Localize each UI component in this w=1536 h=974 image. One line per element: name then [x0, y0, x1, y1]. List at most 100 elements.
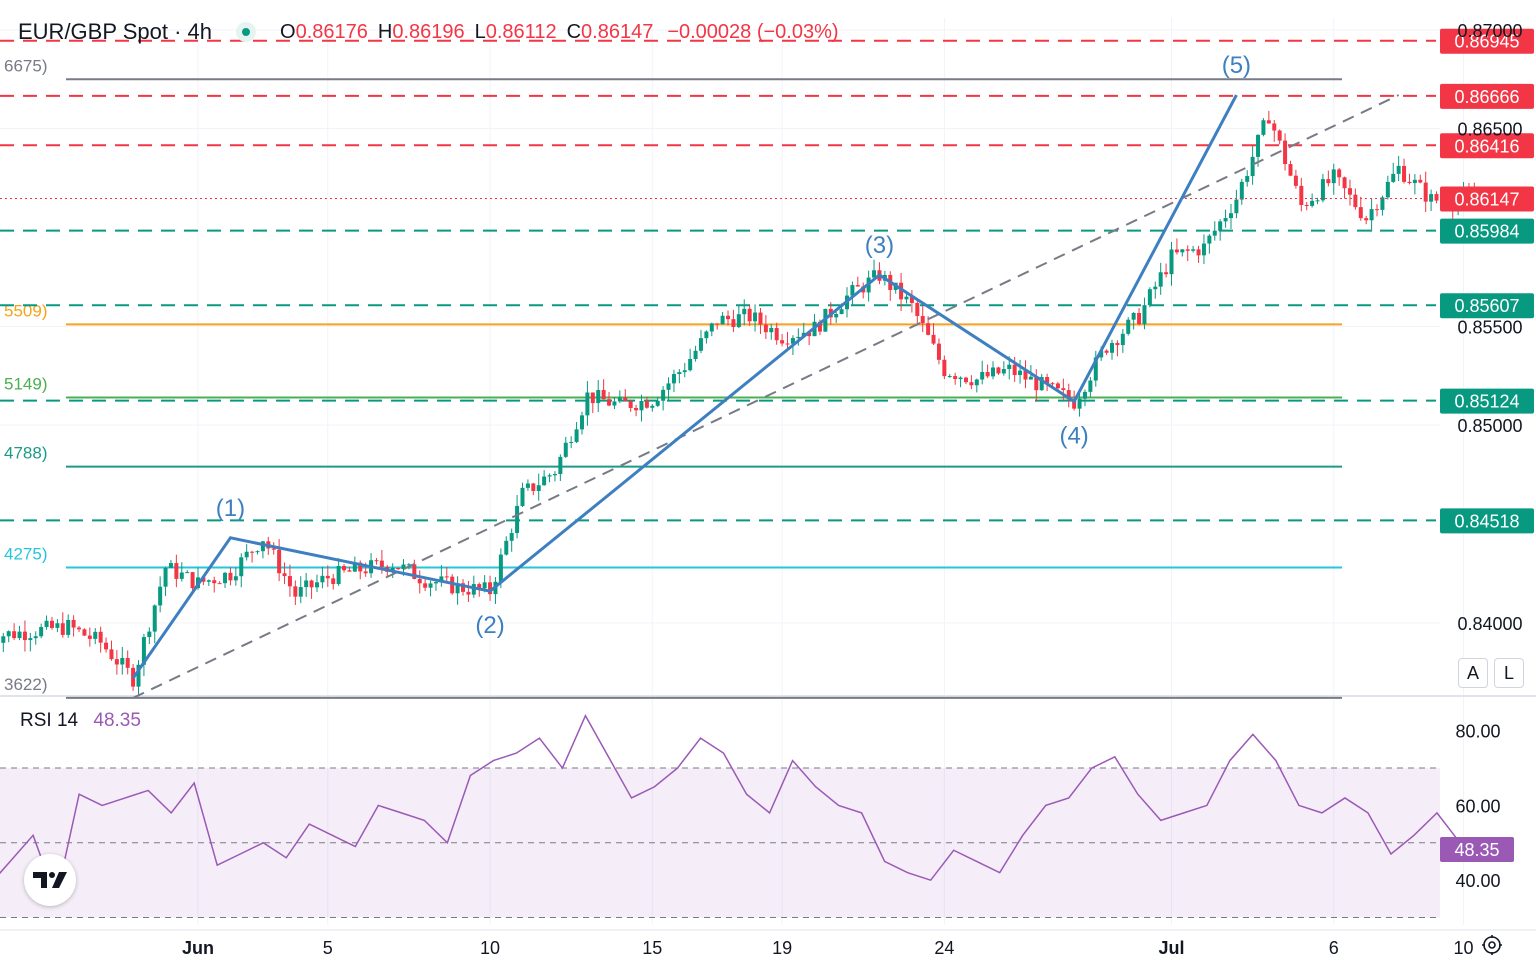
- candle-body: [466, 591, 471, 595]
- candle-body: [709, 323, 714, 332]
- candle-body: [1158, 272, 1163, 287]
- candle-body: [688, 358, 693, 371]
- candle-body: [774, 328, 779, 341]
- candle-body: [655, 400, 660, 406]
- candle-body: [1256, 134, 1261, 157]
- candle-body: [401, 564, 406, 570]
- candle-body: [531, 483, 536, 491]
- candle-body: [953, 376, 958, 380]
- change-value: −0.00028 (−0.03%): [667, 20, 839, 43]
- candle-body: [406, 564, 411, 566]
- candle-body: [147, 631, 152, 638]
- candle-body: [17, 631, 22, 639]
- price-tag-label: 0.86416: [1454, 136, 1519, 156]
- symbol-title[interactable]: EUR/GBP Spot · 4h: [18, 19, 213, 44]
- candle-body: [239, 557, 244, 577]
- candle-body: [342, 566, 347, 571]
- current-price-tag: [1440, 186, 1534, 212]
- time-axis-label: 10: [1454, 938, 1474, 958]
- candle-body: [931, 334, 936, 344]
- log-scale-button[interactable]: L: [1494, 658, 1524, 688]
- candle-body: [617, 397, 622, 402]
- candle-body: [120, 657, 125, 665]
- candle-body: [958, 377, 963, 380]
- candle-body: [250, 551, 255, 553]
- candle-body: [33, 636, 38, 639]
- candle-body: [769, 328, 774, 333]
- low-value: 0.86112: [485, 20, 557, 43]
- candle-body: [985, 372, 990, 377]
- candle-body: [141, 637, 146, 665]
- auto-scale-button[interactable]: A: [1458, 658, 1488, 688]
- rsi-line: [0, 714, 1484, 902]
- rsi-label[interactable]: RSI 14: [20, 710, 79, 731]
- candle-body: [563, 442, 568, 457]
- candle-body: [1088, 380, 1093, 392]
- candle-body: [596, 390, 601, 404]
- candle-body: [260, 541, 265, 552]
- wave-label: (2): [475, 612, 504, 639]
- candle-body: [1375, 209, 1380, 211]
- candle-body: [190, 572, 195, 589]
- candle-body: [1283, 140, 1288, 165]
- candle-body: [77, 627, 82, 630]
- candle-body: [461, 583, 466, 592]
- candle-body: [125, 657, 130, 668]
- candle-body: [704, 331, 709, 339]
- candle-body: [996, 367, 1001, 374]
- candle-body: [1250, 156, 1255, 177]
- candle-body: [206, 580, 211, 582]
- candle-body: [223, 572, 228, 584]
- candle-body: [1369, 209, 1374, 221]
- candle-body: [347, 570, 352, 572]
- candle-body: [1293, 175, 1298, 186]
- candle-body: [309, 580, 314, 588]
- candle-body: [1391, 173, 1396, 182]
- candle-body: [536, 485, 541, 491]
- candle-body: [1115, 342, 1120, 346]
- candle-body: [542, 476, 547, 486]
- time-axis-label: 19: [772, 938, 792, 958]
- candle-body: [287, 576, 292, 587]
- candle-body: [39, 627, 44, 637]
- candle-body: [201, 577, 206, 582]
- candle-body: [417, 578, 422, 584]
- candle-body: [736, 314, 741, 328]
- candle-body: [909, 296, 914, 303]
- price-tag: [1440, 133, 1534, 159]
- settings-gear-icon[interactable]: [1481, 934, 1503, 956]
- candle-body: [817, 321, 822, 332]
- candle-body: [1185, 249, 1190, 251]
- candle-body: [1337, 169, 1342, 178]
- candle-body: [742, 308, 747, 315]
- candle-body: [104, 642, 109, 650]
- candle-body: [899, 282, 904, 300]
- elliott-wave-path: [131, 94, 1238, 680]
- candle-body: [271, 548, 276, 550]
- candle-body: [644, 400, 649, 408]
- candle-body: [969, 382, 974, 386]
- price-tag: [1440, 218, 1534, 244]
- candle-body: [612, 401, 617, 406]
- candle-body: [1196, 249, 1201, 256]
- candle-body: [974, 379, 979, 386]
- candle-body: [325, 575, 330, 579]
- price-axis-label: 0.85500: [1457, 317, 1522, 337]
- candle-body: [525, 483, 530, 488]
- candle-body: [574, 429, 579, 442]
- candle-body: [1104, 350, 1109, 353]
- candle-body: [1055, 383, 1060, 389]
- price-tag: [1440, 28, 1534, 54]
- candle-body: [22, 631, 27, 641]
- candle-body: [639, 400, 644, 411]
- candle-body: [515, 505, 520, 534]
- candle-body: [93, 631, 98, 639]
- current-price-label: 0.86147: [1454, 189, 1519, 209]
- candle-body: [780, 340, 785, 344]
- candle-body: [1239, 181, 1244, 200]
- candle-body: [1299, 185, 1304, 205]
- time-axis-label: 10: [480, 938, 500, 958]
- candle-body: [1412, 179, 1417, 184]
- candle-body: [304, 580, 309, 588]
